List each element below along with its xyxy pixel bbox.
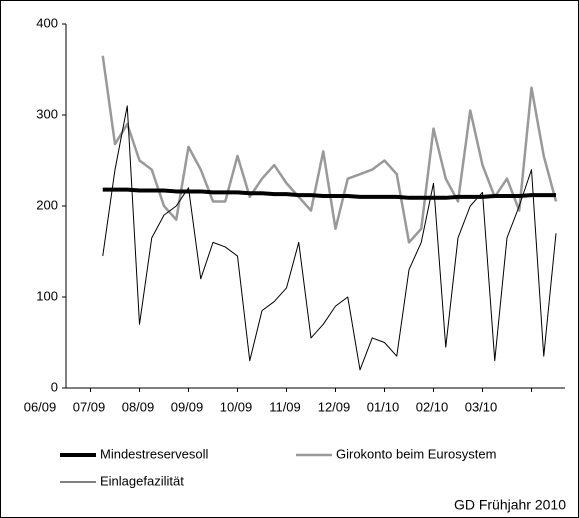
x-tick-label: 12/09 — [318, 399, 351, 414]
x-tick-label: 07/09 — [73, 399, 106, 414]
x-tick-label: 11/09 — [269, 399, 301, 414]
y-tick-label: 0 — [51, 379, 58, 394]
x-tick-label: 10/09 — [220, 399, 253, 414]
x-tick-label: 09/09 — [171, 399, 204, 414]
series-line — [102, 105, 557, 371]
y-tick-label: 300 — [36, 106, 58, 121]
x-tick-label: 01/10 — [367, 399, 400, 414]
y-tick-label: 400 — [36, 15, 58, 30]
series-line — [101, 55, 558, 244]
x-tick-label: 06/09 — [24, 399, 57, 414]
x-tick-label: 03/10 — [465, 399, 498, 414]
y-tick-label: 100 — [36, 288, 58, 303]
legend-label: Girokonto beim Eurosystem — [336, 446, 496, 461]
series-line — [102, 187, 556, 200]
legend-label: Mindestreservesoll — [100, 446, 208, 461]
x-tick-label: 08/09 — [122, 399, 155, 414]
legend-label: Einlagefazilität — [100, 473, 184, 488]
y-tick-label: 200 — [36, 197, 58, 212]
x-tick-label: 02/10 — [416, 399, 449, 414]
source: GD Frühjahr 2010 — [454, 497, 566, 513]
